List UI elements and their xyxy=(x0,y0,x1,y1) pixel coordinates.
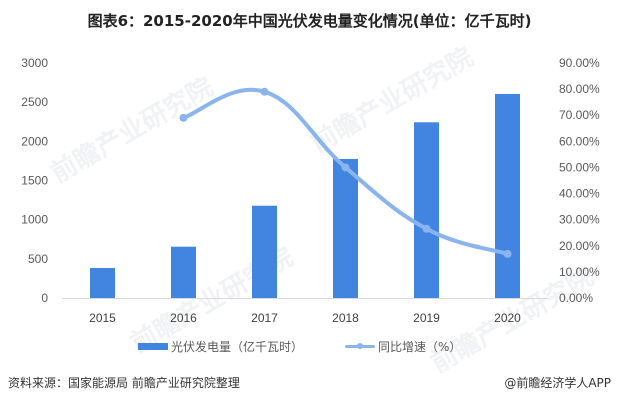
legend-item-line[interactable]: 同比增速（%） xyxy=(345,338,461,355)
bar-2017[interactable] xyxy=(252,205,277,298)
source-note: 资料来源：国家能源局 前瞻产业研究院整理 xyxy=(8,376,240,390)
credit-note: @前瞻经济学人APP xyxy=(504,376,611,390)
x-axis-label: 2018 xyxy=(332,311,359,325)
right-axis-tick: 60.00% xyxy=(559,134,600,148)
left-axis-tick: 2000 xyxy=(21,134,48,148)
bar-2019[interactable] xyxy=(414,122,439,298)
right-axis-tick: 20.00% xyxy=(559,239,600,253)
right-axis-tick: 0.00% xyxy=(559,291,593,305)
right-axis-tick: 10.00% xyxy=(559,265,600,279)
x-axis-label: 2015 xyxy=(89,311,116,325)
chart-title: 图表6：2015-2020年中国光伏发电量变化情况(单位：亿千瓦时) xyxy=(87,12,532,30)
left-axis-tick: 1000 xyxy=(21,213,48,227)
x-axis-label: 2016 xyxy=(170,311,197,325)
x-axis-label: 2017 xyxy=(251,311,278,325)
x-axis-label: 2019 xyxy=(413,311,440,325)
right-axis-tick: 50.00% xyxy=(559,160,600,174)
legend-item-bar[interactable]: 光伏发电量（亿千瓦时） xyxy=(138,338,303,355)
legend-line-label: 同比增速（%） xyxy=(378,340,462,354)
left-axis-tick: 0 xyxy=(41,291,48,305)
right-axis-tick: 30.00% xyxy=(559,213,600,227)
growth-rate-point[interactable] xyxy=(422,224,431,233)
left-axis-tick: 500 xyxy=(28,252,48,266)
left-axis-tick: 1500 xyxy=(21,174,48,188)
bar-swatch-icon xyxy=(138,343,168,350)
growth-rate-point[interactable] xyxy=(341,163,350,172)
left-axis-tick: 2500 xyxy=(21,95,48,109)
right-axis-tick: 70.00% xyxy=(559,108,600,122)
growth-rate-point[interactable] xyxy=(260,87,269,96)
bar-2020[interactable] xyxy=(495,93,520,298)
growth-rate-point[interactable] xyxy=(179,113,188,122)
x-axis-label: 2020 xyxy=(494,311,521,325)
growth-rate-point[interactable] xyxy=(503,249,512,258)
right-axis-tick: 80.00% xyxy=(559,82,600,96)
left-axis-tick: 3000 xyxy=(21,56,48,70)
bar-2016[interactable] xyxy=(171,246,196,298)
bar-2015[interactable] xyxy=(90,267,115,298)
legend-bar-label: 光伏发电量（亿千瓦时） xyxy=(171,340,304,354)
bar-2018[interactable] xyxy=(333,158,358,298)
line-swatch-icon xyxy=(345,343,375,350)
right-axis-tick: 40.00% xyxy=(559,187,600,201)
right-axis-tick: 90.00% xyxy=(559,56,600,70)
